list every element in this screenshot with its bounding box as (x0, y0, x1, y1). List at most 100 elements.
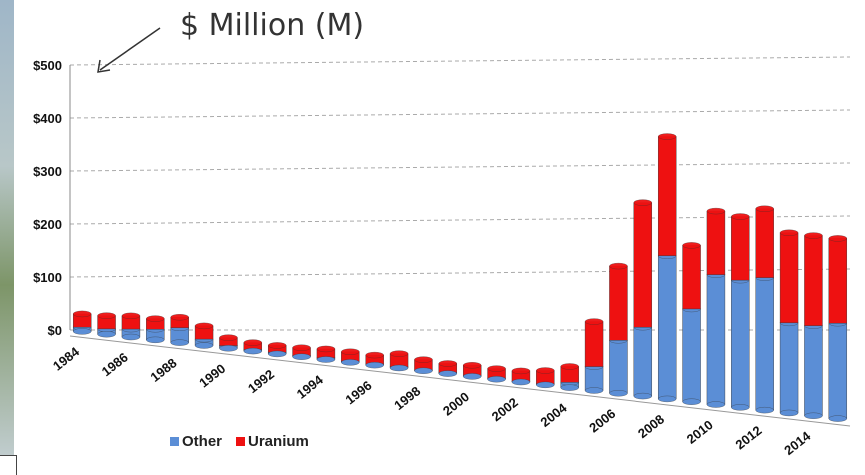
legend-item-other: Other (170, 433, 222, 450)
background-photo-strip (0, 0, 14, 475)
y-tick-label: $400 (33, 111, 62, 126)
x-tick-label: 1990 (196, 361, 228, 391)
bar-base-1986 (121, 333, 141, 341)
bar-cap-uranium-1985 (97, 312, 116, 319)
bar-other-2007 (633, 326, 653, 397)
bar-cap-uranium-1991 (243, 339, 262, 346)
bar-cap-uranium-1994 (316, 345, 336, 353)
bar-cap-uranium-2007 (633, 199, 652, 206)
bar-other-2013 (779, 322, 799, 414)
bar-cap-uranium-2009 (682, 242, 701, 249)
bar-base-2003 (536, 381, 555, 388)
x-tick-label: 1992 (245, 366, 277, 396)
bar-cap-uranium-2015 (828, 235, 847, 242)
annotation-arrow-line (99, 27, 161, 71)
bar-base-1996 (365, 362, 384, 369)
y-tick-label: $300 (33, 164, 62, 179)
x-tick-label: 2010 (684, 417, 716, 447)
bar-cap-uranium-1986 (121, 312, 141, 319)
bar-base-2014 (804, 412, 823, 419)
bar-uranium-2006 (609, 265, 628, 341)
bar-cap-uranium-1996 (365, 351, 384, 359)
gridline (69, 162, 851, 172)
x-tick-label: 1984 (50, 343, 83, 373)
bar-base-1992 (268, 350, 287, 358)
bar-cap-uranium-2010 (706, 207, 726, 215)
bar-base-2012 (755, 407, 774, 414)
gridline (69, 109, 851, 119)
bar-base-1995 (341, 359, 360, 366)
legend-swatch-uranium (236, 437, 246, 446)
bar-uranium-2005 (584, 321, 604, 367)
bar-uranium-2015 (828, 238, 848, 324)
bar-base-1985 (97, 331, 116, 338)
bar-base-2007 (633, 392, 652, 400)
bar-uranium-2009 (682, 245, 701, 310)
bar-base-2000 (463, 373, 482, 380)
x-tick-label: 1986 (99, 350, 131, 380)
bar-base-2001 (487, 376, 506, 383)
bar-base-1999 (438, 370, 457, 377)
bar-cap-uranium-1998 (414, 356, 433, 363)
y-tick-label: $0 (48, 323, 62, 338)
x-tick-label: 2008 (635, 411, 667, 441)
bar-uranium-2011 (731, 216, 750, 281)
x-axis-line (69, 335, 851, 427)
bar-base-1993 (292, 353, 311, 360)
bar-cap-uranium-2012 (755, 205, 774, 212)
bar-base-2009 (682, 398, 701, 405)
bar-uranium-2007 (633, 202, 653, 328)
y-tick-label: $100 (33, 270, 62, 285)
bar-base-2008 (658, 395, 677, 403)
bar-other-2015 (828, 322, 848, 419)
bar-cap-uranium-1997 (389, 350, 409, 357)
bar-other-2011 (731, 279, 750, 408)
bar-other-2005 (584, 366, 604, 391)
chart-legend: Other Uranium (170, 433, 309, 450)
bar-base-1994 (316, 356, 336, 363)
bar-other-2014 (804, 325, 823, 416)
bar-uranium-2008 (657, 136, 677, 257)
bar-base-1998 (414, 367, 433, 374)
x-tick-label: 1988 (148, 355, 180, 385)
bar-cap-uranium-2000 (463, 362, 482, 369)
bar-cap-uranium-2011 (731, 213, 750, 220)
bar-cap-uranium-2003 (536, 367, 555, 374)
bar-cap-uranium-1999 (438, 360, 457, 367)
bar-base-1991 (243, 347, 262, 355)
bar-base-2010 (706, 401, 726, 408)
bar-cap-uranium-1989 (194, 322, 214, 330)
corner-frame (0, 455, 17, 475)
bar-base-2015 (828, 415, 847, 422)
bar-cap-uranium-2006 (609, 262, 628, 270)
bar-cap-uranium-1993 (292, 344, 311, 351)
bar-cap-uranium-1984 (73, 310, 92, 318)
bar-cap-uranium-1992 (268, 342, 287, 349)
bar-base-2013 (779, 409, 799, 417)
x-tick-label: 2014 (781, 428, 814, 458)
bar-base-2006 (609, 390, 628, 397)
x-tick-label: 2002 (489, 395, 521, 425)
bar-cap-uranium-2013 (779, 229, 799, 236)
bar-cap-uranium-2014 (804, 232, 823, 239)
x-tick-label: 1996 (343, 378, 375, 408)
bar-base-2004 (560, 384, 579, 391)
x-tick-label: 2012 (733, 423, 765, 453)
annotation-arrow-head (97, 59, 111, 73)
bar-base-1987 (146, 336, 165, 343)
bar-base-2011 (731, 404, 750, 411)
bar-cap-uranium-2004 (560, 363, 579, 370)
bar-other-2012 (755, 277, 774, 411)
legend-label-other: Other (182, 433, 223, 450)
bar-other-2010 (706, 274, 726, 405)
x-tick-label: 2000 (440, 389, 472, 419)
x-tick-label: 1998 (391, 383, 423, 413)
bar-other-2009 (682, 308, 701, 402)
y-tick-label: $500 (33, 58, 62, 73)
gridline (69, 56, 851, 66)
bar-other-2006 (609, 340, 628, 394)
bar-cap-uranium-1995 (341, 348, 360, 355)
x-tick-label: 2006 (586, 406, 618, 436)
bar-cap-uranium-2008 (658, 133, 677, 140)
